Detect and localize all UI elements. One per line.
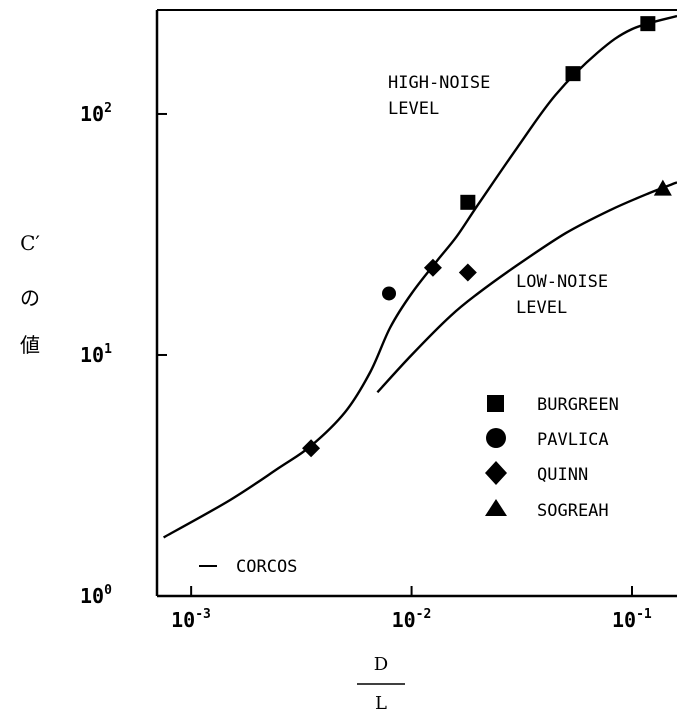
curve-low-noise — [376, 181, 677, 394]
annotations-group: HIGH-NOISE LEVEL LOW-NOISE LEVEL — [388, 73, 608, 318]
x-axis-label: D L — [357, 654, 405, 714]
x-axis-label-numerator: D — [374, 654, 388, 675]
marker-burgreen-0 — [460, 194, 476, 210]
y-axis-label-line2: の — [20, 286, 40, 310]
marker-quinn-1 — [423, 258, 442, 277]
x-tick-label-2: 10-1 — [612, 607, 652, 632]
legend: BURGREEN PAVLICA QUINN SOGREAH CORCOS — [199, 395, 619, 577]
legend-label-quinn: QUINN — [537, 465, 588, 485]
x-tick-label-0: 10-3 — [171, 607, 211, 632]
ticks-group: 10-3 10-2 10-1 100 101 102 — [80, 101, 652, 632]
y-axis-label-line1: C′ — [20, 231, 40, 255]
y-axis-label: C′ の 値 — [20, 231, 40, 357]
y-tick-label-1: 101 — [80, 342, 112, 367]
legend-label-corcos: CORCOS — [236, 557, 297, 577]
plot-axes — [155, 9, 677, 598]
x-tick-label-1: 10-2 — [392, 607, 432, 632]
marker-burgreen-1 — [565, 66, 581, 82]
marker-pavlica-0 — [382, 286, 397, 301]
legend-circle-marker — [486, 428, 506, 448]
y-axis-label-line3: 値 — [20, 333, 40, 357]
legend-diamond-marker — [485, 461, 507, 485]
annotation-low-noise-line1: LOW-NOISE — [516, 272, 608, 292]
marker-sogreah-0 — [653, 179, 672, 196]
markers-group — [302, 16, 672, 458]
annotation-high-noise-line2: LEVEL — [388, 99, 439, 119]
marker-burgreen-2 — [640, 16, 656, 32]
marker-quinn-2 — [458, 263, 477, 282]
annotation-high-noise-line1: HIGH-NOISE — [388, 73, 490, 93]
marker-quinn-0 — [302, 439, 321, 458]
y-tick-label-2: 102 — [80, 101, 112, 126]
legend-label-pavlica: PAVLICA — [537, 430, 609, 450]
legend-triangle-marker — [485, 499, 507, 516]
y-tick-label-0: 100 — [80, 583, 112, 608]
legend-label-sogreah: SOGREAH — [537, 501, 609, 521]
legend-square-marker — [487, 395, 504, 412]
x-axis-label-denominator: L — [375, 693, 387, 714]
annotation-low-noise-line2: LEVEL — [516, 298, 567, 318]
legend-label-burgreen: BURGREEN — [537, 395, 619, 415]
